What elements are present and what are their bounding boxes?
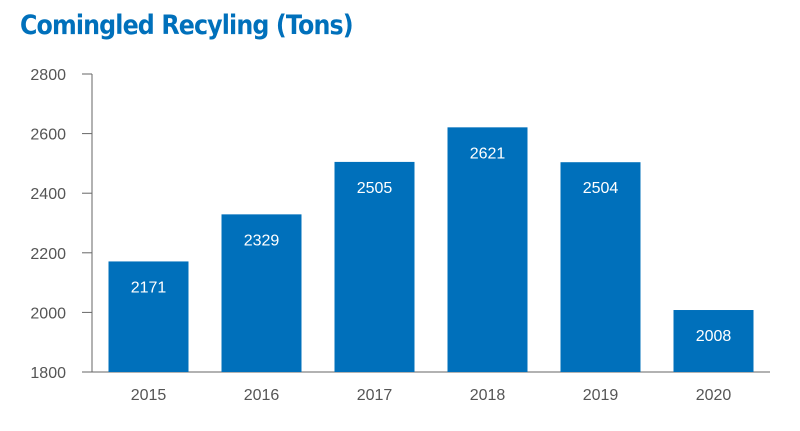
x-tick-label: 2019 bbox=[583, 387, 619, 404]
bar-value-label: 2505 bbox=[357, 180, 393, 197]
x-tick-label: 2015 bbox=[131, 387, 167, 404]
bar bbox=[447, 127, 528, 372]
chart-title: Comingled Recyling (Tons) bbox=[20, 10, 354, 41]
bar bbox=[108, 261, 189, 372]
y-tick-label: 2400 bbox=[30, 186, 66, 203]
bar bbox=[673, 310, 754, 372]
bar bbox=[334, 161, 415, 372]
x-tick-label: 2018 bbox=[470, 387, 506, 404]
y-tick-label: 2800 bbox=[30, 67, 66, 84]
bar-value-label: 2504 bbox=[583, 180, 619, 197]
y-tick-label: 2200 bbox=[30, 246, 66, 263]
bar-value-label: 2008 bbox=[696, 328, 732, 345]
bar-value-label: 2329 bbox=[244, 232, 280, 249]
y-tick-label: 2000 bbox=[30, 305, 66, 322]
y-tick-label: 1800 bbox=[30, 365, 66, 382]
x-tick-label: 2020 bbox=[696, 387, 732, 404]
bar bbox=[221, 214, 302, 372]
x-axis: 2015 2016 2017 2018 2019 2020 bbox=[92, 371, 770, 404]
bar-value-label: 2621 bbox=[470, 145, 506, 162]
y-tick-label: 2600 bbox=[30, 127, 66, 144]
x-tick-label: 2017 bbox=[357, 387, 393, 404]
bar bbox=[560, 162, 641, 372]
bars: 2171 2329 2505 2621 2504 2008 bbox=[108, 127, 754, 372]
x-tick-label: 2016 bbox=[244, 387, 280, 404]
y-axis: 1800 2000 2200 2400 2600 2800 bbox=[30, 67, 93, 382]
bar-value-label: 2171 bbox=[131, 279, 167, 296]
